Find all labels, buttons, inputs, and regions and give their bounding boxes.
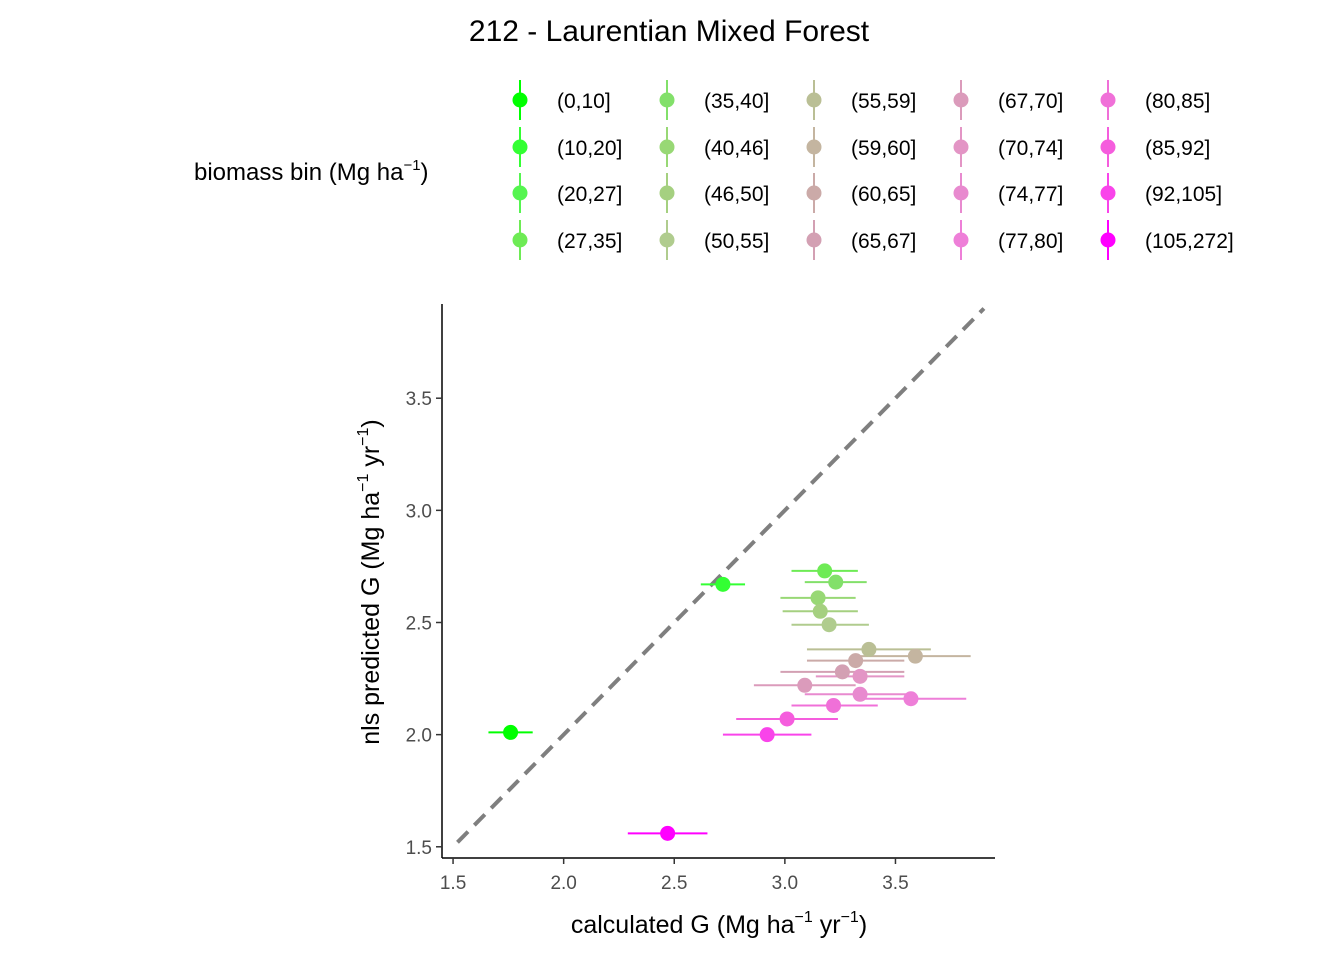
data-point (503, 724, 519, 740)
legend-label: (46,50] (704, 183, 769, 206)
legend-key-point (659, 139, 675, 155)
legend-key-point (512, 232, 528, 248)
y-axis-title-end: ) (357, 419, 385, 427)
legend-key-point (659, 185, 675, 201)
data-point (861, 641, 877, 657)
x-axis-title-sup1: −1 (795, 909, 813, 926)
x-tick-label: 2.0 (550, 873, 576, 894)
y-axis-title-mid: yr (357, 446, 385, 474)
x-axis-title-mid: yr (813, 911, 841, 939)
legend-label: (59,60] (851, 137, 916, 160)
x-axis-title-sup2: −1 (841, 909, 859, 926)
y-tick-label: 3.5 (406, 389, 432, 410)
y-axis-title-base: nls predicted G (Mg ha (357, 492, 385, 745)
data-point (828, 574, 844, 590)
legend-label: (105,272] (1145, 230, 1234, 253)
data-point (715, 576, 731, 592)
data-point (907, 648, 923, 664)
legend-label: (40,46] (704, 137, 769, 160)
x-tick-label: 3.0 (772, 873, 798, 894)
legend-key-point (953, 232, 969, 248)
legend-key-point (1100, 139, 1116, 155)
legend-title-base: biomass bin (Mg ha (194, 159, 404, 186)
legend-label: (50,55] (704, 230, 769, 253)
data-point (797, 677, 813, 693)
legend-label: (55,59] (851, 90, 916, 113)
legend-label: (77,80] (998, 230, 1063, 253)
x-tick-label: 3.5 (882, 873, 908, 894)
data-point (834, 664, 850, 680)
legend-key-point (953, 92, 969, 108)
legend-key-point (953, 185, 969, 201)
data-point (903, 691, 919, 707)
data-point (660, 825, 676, 841)
legend-key-point (806, 139, 822, 155)
legend-items: (0,10] (10,20] (20,27] (27,35] (35,40] (40,46… (512, 80, 1234, 260)
y-tick-label: 2.0 (406, 726, 432, 747)
data-point (810, 590, 826, 606)
x-tick-label: 1.5 (440, 873, 466, 894)
legend-key-point (806, 92, 822, 108)
legend-label: (92,105] (1145, 183, 1222, 206)
error-bars (488, 569, 971, 835)
legend-label: (10,20] (557, 137, 622, 160)
legend-key-point (512, 139, 528, 155)
data-point (779, 711, 795, 727)
legend-key-point (953, 139, 969, 155)
data-point (759, 727, 775, 743)
data-point (852, 668, 868, 684)
legend-title: biomass bin (Mg ha−1) (194, 157, 429, 186)
legend-label: (60,65] (851, 183, 916, 206)
data-point (817, 563, 833, 579)
legend-title-sup: −1 (403, 157, 420, 174)
data-point (848, 653, 864, 669)
x-axis-ticks: 1.5 2.0 2.5 3.0 3.5 (440, 858, 909, 894)
legend-label: (65,67] (851, 230, 916, 253)
y-axis-ticks: 1.5 2.0 2.5 3.0 3.5 (406, 389, 442, 859)
legend-key-point (1100, 92, 1116, 108)
legend-label: (74,77] (998, 183, 1063, 206)
legend-label: (67,70] (998, 90, 1063, 113)
y-axis-title: nls predicted G (Mg ha−1 yr−1) (355, 419, 385, 745)
data-point (821, 617, 837, 633)
y-axis-title-sup1: −1 (355, 474, 372, 492)
plot-area: 1.5 2.0 2.5 3.0 3.5 1.5 2.0 2.5 3.0 3.5 (406, 304, 995, 894)
legend-label: (27,35] (557, 230, 622, 253)
legend-key-point (806, 232, 822, 248)
chart-title: 212 - Laurentian Mixed Forest (469, 15, 870, 48)
x-axis-title-base: calculated G (Mg ha (571, 911, 795, 939)
legend: biomass bin (Mg ha−1) (0,10] (10,20] (20,2… (194, 80, 1234, 260)
legend-label: (0,10] (557, 90, 611, 113)
data-point (812, 603, 828, 619)
y-tick-label: 1.5 (406, 838, 432, 859)
legend-label: (35,40] (704, 90, 769, 113)
legend-title-end: ) (421, 159, 429, 186)
legend-label: (85,92] (1145, 137, 1210, 160)
legend-key-point (659, 232, 675, 248)
legend-key-point (1100, 232, 1116, 248)
legend-key-point (512, 185, 528, 201)
identity-reference-line (456, 307, 986, 844)
data-point (826, 697, 842, 713)
legend-key-point (806, 185, 822, 201)
y-tick-label: 2.5 (406, 613, 432, 634)
legend-label: (80,85] (1145, 90, 1210, 113)
legend-key-point (1100, 185, 1116, 201)
data-point (852, 686, 868, 702)
legend-key-point (659, 92, 675, 108)
legend-key-point (512, 92, 528, 108)
x-axis-title: calculated G (Mg ha−1 yr−1) (571, 909, 867, 939)
data-points (503, 563, 923, 841)
legend-label: (70,74] (998, 137, 1063, 160)
legend-label: (20,27] (557, 183, 622, 206)
y-tick-label: 3.0 (406, 501, 432, 522)
x-axis-title-end: ) (859, 911, 867, 939)
y-axis-title-sup2: −1 (355, 427, 372, 445)
x-tick-label: 2.5 (661, 873, 687, 894)
